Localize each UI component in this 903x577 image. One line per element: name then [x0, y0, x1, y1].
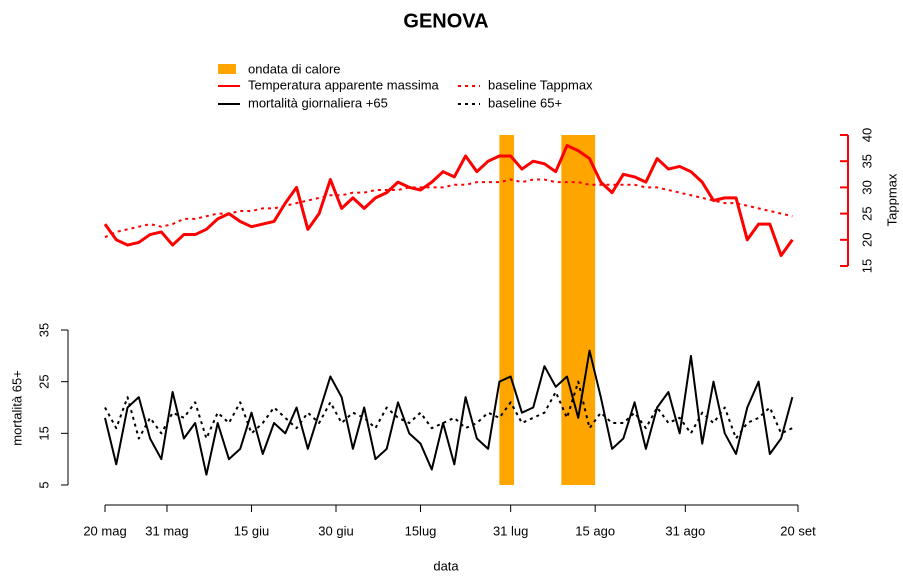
heatwave-band	[561, 135, 596, 485]
x-tick-label: 31 lug	[493, 523, 528, 538]
x-tick-label: 31 ago	[665, 523, 705, 538]
x-tick-label: 20 mag	[83, 523, 126, 538]
y-tick-label: 5	[36, 481, 51, 488]
series-line	[104, 349, 794, 476]
y2-axis-label: Tappmax	[884, 173, 899, 226]
x-tick-label: 15 giu	[234, 523, 269, 538]
legend-label: baseline 65+	[488, 95, 562, 110]
legend-label: mortalità giornaliera +65	[248, 95, 388, 110]
y-tick-label: 15	[36, 426, 51, 440]
x-axis-label: data	[433, 558, 459, 573]
legend-label: Temperatura apparente massima	[248, 77, 440, 92]
y2-tick-label: 40	[859, 128, 874, 142]
x-tick-label: 15 ago	[575, 523, 615, 538]
heatwave-band	[499, 135, 515, 485]
series-line	[103, 143, 794, 258]
series-line	[104, 178, 793, 239]
y2-tick-label: 15	[859, 259, 874, 273]
legend-label: baseline Tappmax	[488, 77, 593, 92]
legend-label: ondata di calore	[248, 61, 341, 76]
y2-tick-label: 30	[859, 180, 874, 194]
y-axis-label: mortalità 65+	[9, 370, 24, 446]
x-tick-label: 20 set	[780, 523, 816, 538]
x-tick-label: 30 giu	[318, 523, 353, 538]
y2-tick-label: 25	[859, 206, 874, 220]
chart-title: GENOVA	[403, 10, 488, 32]
x-tick-label: 31 mag	[145, 523, 188, 538]
x-tick-label: 15lug	[405, 523, 437, 538]
y-tick-label: 35	[36, 323, 51, 337]
y2-tick-label: 20	[859, 233, 874, 247]
y-tick-label: 25	[36, 374, 51, 388]
y2-tick-label: 35	[859, 154, 874, 168]
series-line	[104, 380, 793, 440]
legend-swatch	[218, 64, 236, 74]
